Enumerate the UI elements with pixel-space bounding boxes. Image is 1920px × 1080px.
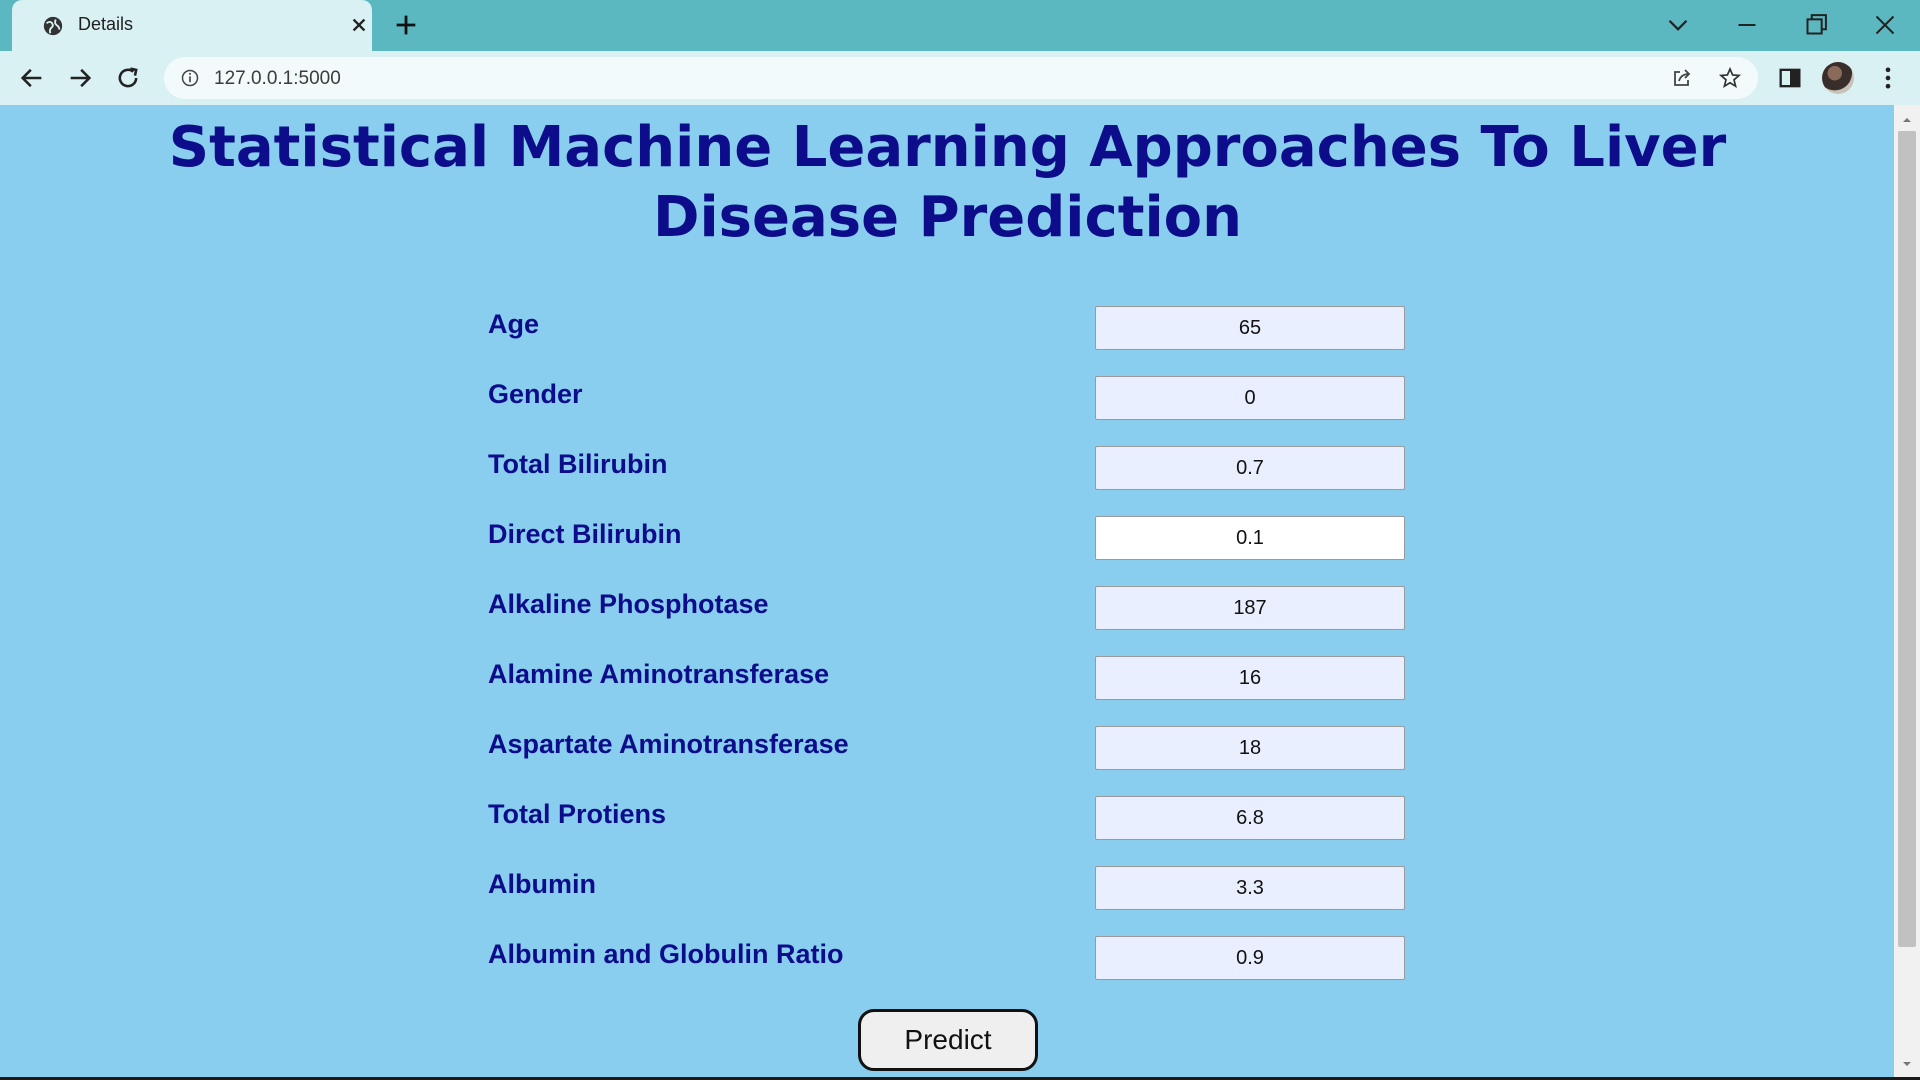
address-bar[interactable]: 127.0.0.1:5000 bbox=[164, 57, 1758, 99]
direct-bilirubin-input[interactable] bbox=[1095, 516, 1405, 560]
tab-title: Details bbox=[78, 14, 134, 34]
age-label: Age bbox=[488, 309, 540, 339]
page-scrollbar[interactable] bbox=[1894, 105, 1920, 1080]
alkaline-phosphotase-label: Alkaline Phosphotase bbox=[488, 589, 769, 619]
alamine-aminotransferase-label: Alamine Aminotransferase bbox=[488, 659, 830, 689]
kebab-menu-icon[interactable] bbox=[1874, 64, 1902, 92]
aspartate-aminotransferase-input[interactable] bbox=[1095, 726, 1405, 770]
albumin-input[interactable] bbox=[1095, 866, 1405, 910]
window-close-icon[interactable] bbox=[1868, 8, 1902, 42]
arrow-right-icon[interactable] bbox=[66, 64, 94, 92]
browser-toolbar: 127.0.0.1:5000 bbox=[0, 51, 1920, 105]
side-panel-icon[interactable] bbox=[1776, 64, 1804, 92]
total-bilirubin-label: Total Bilirubin bbox=[488, 449, 668, 479]
globe-icon bbox=[43, 16, 63, 36]
arrow-left-icon[interactable] bbox=[18, 64, 46, 92]
scroll-down-icon[interactable] bbox=[1900, 1057, 1914, 1071]
chevron-down-icon[interactable] bbox=[1661, 8, 1695, 42]
direct-bilirubin-label: Direct Bilirubin bbox=[488, 519, 682, 549]
info-icon[interactable] bbox=[180, 68, 200, 88]
reload-icon[interactable] bbox=[114, 64, 142, 92]
tab-strip: Details bbox=[0, 0, 1920, 51]
total-bilirubin-input[interactable] bbox=[1095, 446, 1405, 490]
gender-input[interactable] bbox=[1095, 376, 1405, 420]
plus-icon[interactable] bbox=[392, 11, 420, 39]
albumin-globulin-ratio-label: Albumin and Globulin Ratio bbox=[488, 939, 844, 969]
avatar[interactable] bbox=[1822, 62, 1854, 94]
star-icon[interactable] bbox=[1718, 66, 1742, 90]
tab-details[interactable]: Details bbox=[12, 0, 372, 51]
url-text[interactable]: 127.0.0.1:5000 bbox=[214, 68, 341, 89]
close-icon[interactable] bbox=[346, 12, 372, 38]
scroll-thumb[interactable] bbox=[1898, 131, 1916, 947]
total-protiens-label: Total Protiens bbox=[488, 799, 667, 829]
minimize-icon[interactable] bbox=[1730, 8, 1764, 42]
gender-label: Gender bbox=[488, 379, 583, 409]
share-icon[interactable] bbox=[1670, 66, 1694, 90]
alkaline-phosphotase-input[interactable] bbox=[1095, 586, 1405, 630]
albumin-label: Albumin bbox=[488, 869, 596, 899]
alamine-aminotransferase-input[interactable] bbox=[1095, 656, 1405, 700]
predict-button[interactable]: Predict bbox=[858, 1009, 1038, 1071]
age-input[interactable] bbox=[1095, 306, 1405, 350]
page-viewport: Statistical Machine Learning Approaches … bbox=[0, 105, 1920, 1080]
aspartate-aminotransferase-label: Aspartate Aminotransferase bbox=[488, 729, 849, 759]
restore-icon[interactable] bbox=[1799, 8, 1833, 42]
total-protiens-input[interactable] bbox=[1095, 796, 1405, 840]
page-title: Statistical Machine Learning Approaches … bbox=[168, 115, 1727, 250]
window-bottom-border bbox=[0, 1077, 1920, 1080]
scroll-up-icon[interactable] bbox=[1900, 113, 1914, 127]
albumin-globulin-ratio-input[interactable] bbox=[1095, 936, 1405, 980]
